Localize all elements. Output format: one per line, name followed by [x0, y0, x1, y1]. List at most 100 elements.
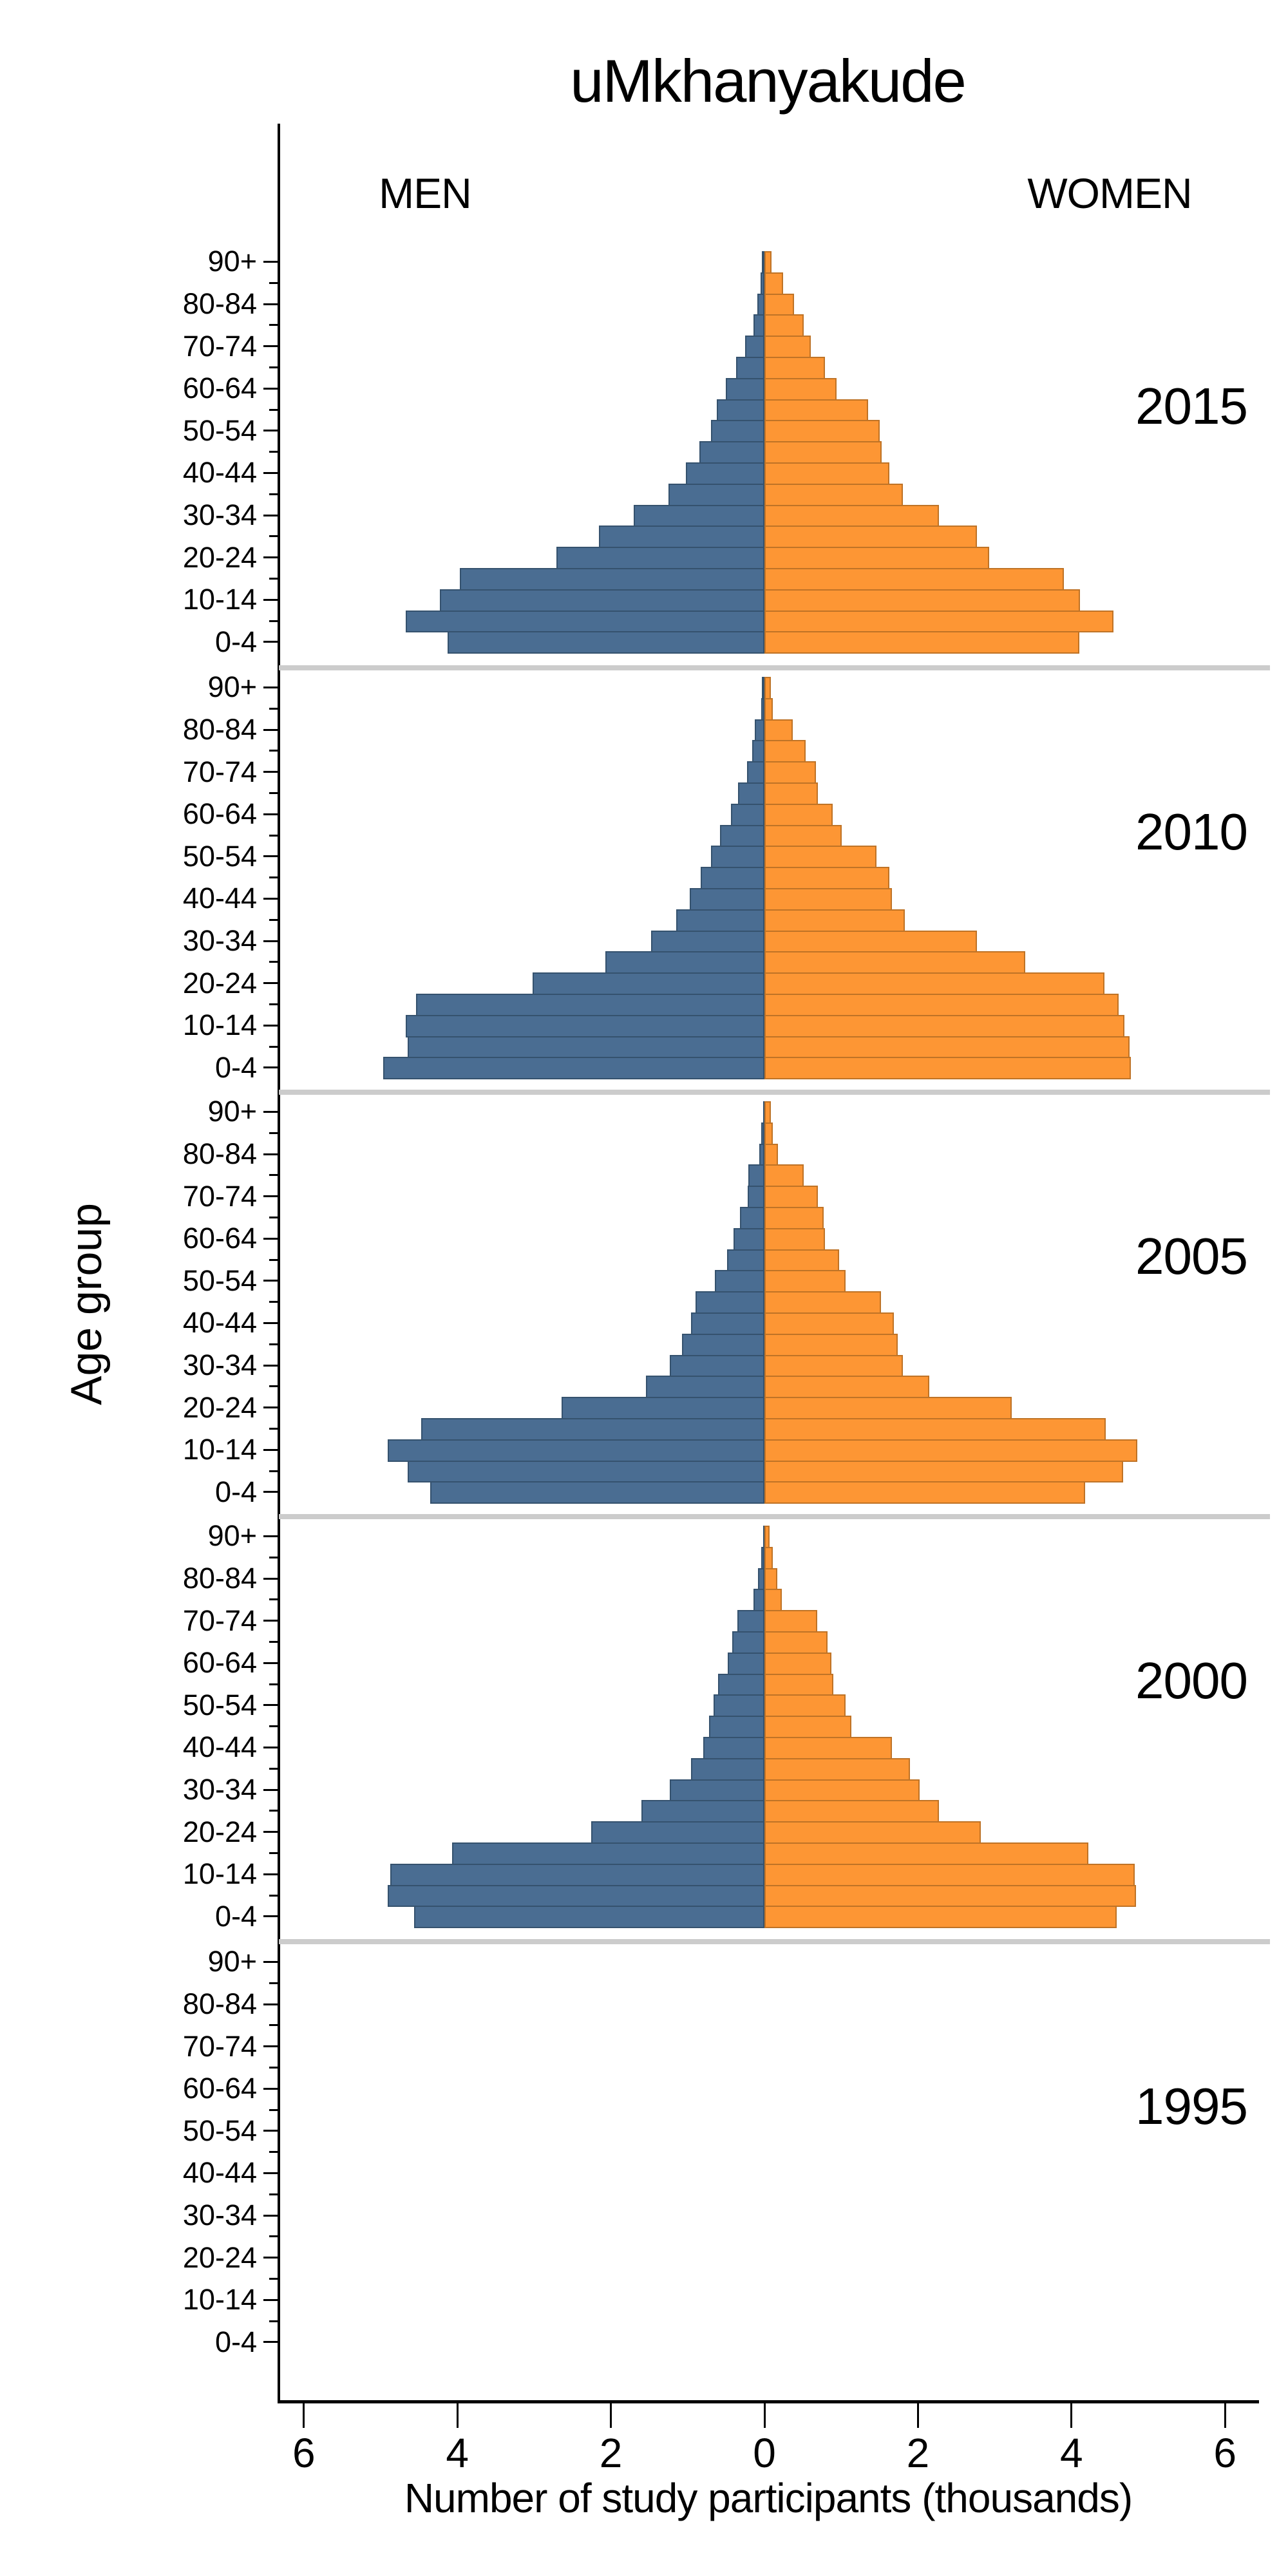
age-tick-2015-20-24: [263, 556, 278, 559]
bar-women-2010-85-89: [764, 697, 773, 721]
x-tick-label-0-3: 0: [753, 2430, 776, 2476]
age-tick-2005-85-89: [269, 1132, 278, 1134]
age-tick-2005-60-64: [263, 1237, 278, 1240]
age-label-2010-90+: 90+: [207, 670, 257, 704]
bar-women-2000-0-4: [764, 1906, 1117, 1929]
bar-women-2005-35-39: [764, 1333, 898, 1356]
year-label-2010: 2010: [1135, 803, 1248, 860]
bar-women-2015-65-69: [764, 357, 826, 379]
bar-men-2005-50-54: [714, 1270, 764, 1293]
bar-men-2000-10-14: [390, 1863, 764, 1886]
bar-men-2005-60-64: [734, 1227, 764, 1251]
bar-women-2010-35-39: [764, 909, 905, 932]
bar-men-2005-15-19: [421, 1418, 764, 1441]
bar-men-2000-0-4: [414, 1906, 764, 1929]
age-tick-1995-85-89: [269, 1982, 278, 1984]
bar-men-2005-75-79: [748, 1164, 764, 1188]
bar-women-2010-80-84: [764, 719, 793, 742]
bar-women-2005-85-89: [764, 1122, 773, 1145]
x-tick-label-6-6: 6: [1213, 2430, 1236, 2476]
bar-women-2015-60-64: [764, 377, 837, 401]
age-label-1995-70-74: 70-74: [182, 2029, 257, 2063]
bar-men-2000-15-19: [451, 1842, 764, 1865]
bar-men-2005-55-59: [726, 1249, 764, 1272]
age-tick-2010-85-89: [269, 707, 278, 710]
year-label-1995: 1995: [1135, 2078, 1248, 2135]
bar-women-2015-55-59: [764, 399, 868, 422]
age-tick-1995-40-44: [263, 2172, 278, 2174]
bar-women-2005-70-74: [764, 1186, 819, 1208]
bar-men-2005-45-49: [695, 1291, 764, 1314]
bar-men-2015-5-9: [406, 610, 764, 633]
age-tick-2000-60-64: [263, 1662, 278, 1664]
age-label-2015-20-24: 20-24: [182, 540, 257, 574]
bar-women-2000-45-49: [764, 1716, 851, 1738]
bar-women-2005-55-59: [764, 1249, 839, 1272]
bar-men-2005-70-74: [747, 1186, 764, 1208]
x-axis-title: Number of study participants (thousands): [404, 2475, 1133, 2521]
age-tick-2000-65-69: [269, 1640, 278, 1643]
bar-women-2000-40-44: [764, 1737, 892, 1759]
bar-men-2010-55-59: [719, 824, 764, 848]
bar-men-2000-70-74: [737, 1610, 764, 1633]
bar-men-2005-35-39: [682, 1333, 764, 1356]
age-tick-2005-20-24: [263, 1406, 278, 1409]
age-tick-2000-15-19: [269, 1852, 278, 1854]
age-label-1995-30-34: 30-34: [182, 2199, 257, 2231]
age-tick-2015-45-49: [269, 451, 278, 453]
age-label-2000-50-54: 50-54: [182, 1688, 257, 1721]
age-tick-2015-50-54: [263, 430, 278, 432]
bar-women-2010-65-69: [764, 782, 819, 805]
age-tick-2010-65-69: [269, 791, 278, 794]
age-tick-2010-10-14: [263, 1024, 278, 1027]
age-tick-2010-30-34: [263, 940, 278, 942]
age-tick-2005-0-4: [263, 1491, 278, 1493]
bar-women-2015-15-19: [764, 568, 1064, 591]
bar-women-2015-50-54: [764, 420, 880, 443]
x-tick-4-5: [1070, 2403, 1073, 2428]
bar-women-2000-75-79: [764, 1589, 782, 1612]
x-tick-label-4-1: 4: [446, 2430, 469, 2476]
bar-women-2015-85-89: [764, 272, 783, 295]
bar-women-2005-75-79: [764, 1164, 804, 1188]
age-label-2000-80-84: 80-84: [182, 1562, 257, 1595]
age-tick-1995-0-4: [263, 2341, 278, 2344]
age-tick-2000-25-29: [269, 1810, 278, 1812]
age-tick-2015-15-19: [269, 577, 278, 580]
x-tick-4-1: [456, 2403, 459, 2428]
bar-women-2010-30-34: [764, 930, 978, 953]
bar-women-2005-45-49: [764, 1291, 882, 1314]
bar-men-2015-40-44: [686, 462, 764, 485]
bar-women-2000-60-64: [764, 1652, 831, 1675]
bar-men-2010-75-79: [752, 740, 764, 763]
x-tick-0-3: [763, 2403, 766, 2428]
bar-women-2005-40-44: [764, 1312, 895, 1335]
bar-women-2000-80-84: [764, 1567, 778, 1591]
age-tick-2015-85-89: [269, 281, 278, 284]
bar-men-2015-55-59: [717, 399, 764, 422]
age-label-2015-40-44: 40-44: [182, 456, 257, 489]
age-label-1995-50-54: 50-54: [182, 2114, 257, 2147]
age-tick-1995-10-14: [263, 2298, 278, 2301]
age-label-1995-60-64: 60-64: [182, 2072, 257, 2105]
bar-women-2000-30-34: [764, 1779, 920, 1802]
age-label-2005-70-74: 70-74: [182, 1179, 257, 1213]
bar-men-2010-80-84: [754, 719, 764, 742]
age-tick-2015-75-79: [269, 324, 278, 327]
age-label-2010-0-4: 0-4: [214, 1050, 257, 1084]
bar-men-2010-35-39: [676, 909, 764, 932]
age-tick-2005-30-34: [263, 1364, 278, 1367]
bar-women-2005-65-69: [764, 1207, 824, 1229]
bar-women-2015-40-44: [764, 462, 890, 485]
bar-men-2000-80-84: [758, 1567, 764, 1591]
bar-men-2000-50-54: [714, 1694, 764, 1718]
bar-men-2005-10-14: [387, 1439, 764, 1462]
age-tick-2015-10-14: [263, 598, 278, 601]
bar-men-2015-15-19: [459, 568, 764, 591]
bar-men-2015-0-4: [447, 631, 764, 654]
age-tick-1995-20-24: [263, 2257, 278, 2259]
bar-men-2015-70-74: [745, 336, 764, 358]
age-label-2010-10-14: 10-14: [182, 1009, 257, 1042]
bar-women-2000-20-24: [764, 1821, 981, 1844]
